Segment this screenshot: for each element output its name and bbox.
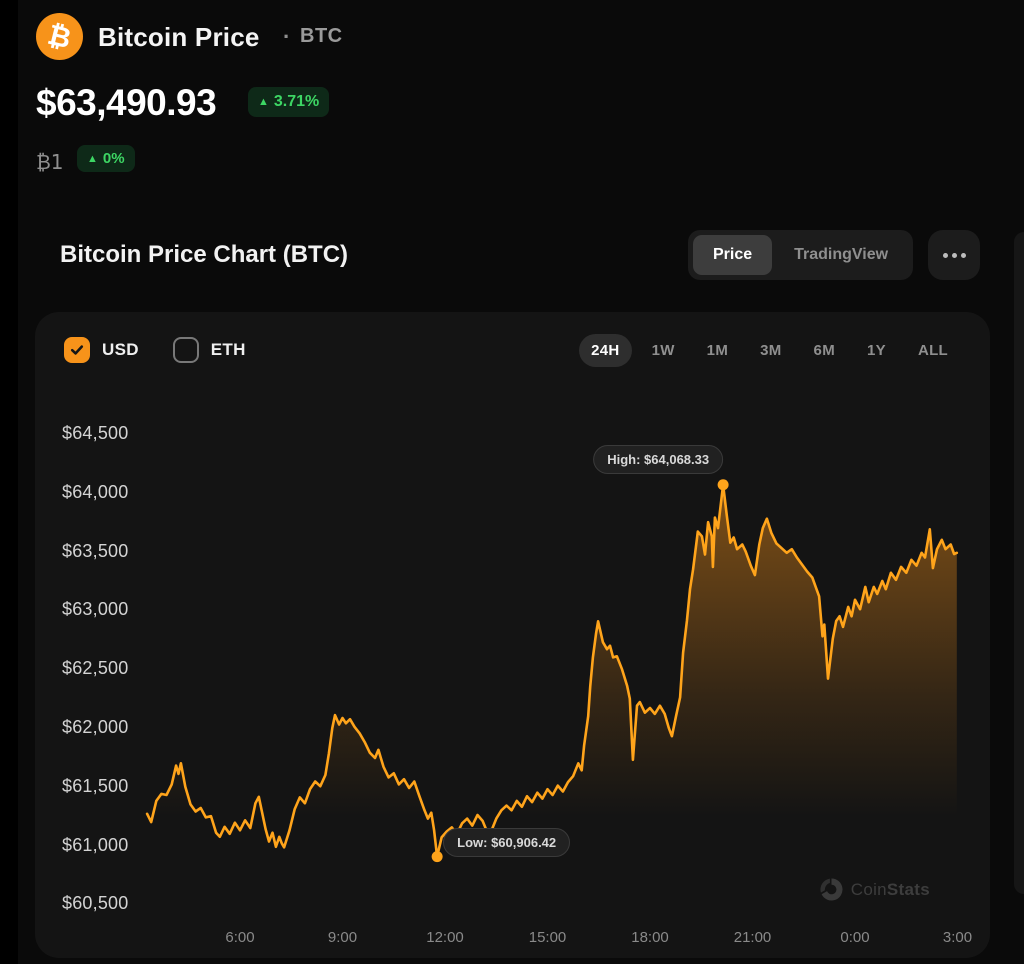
up-triangle-icon: ▲ (258, 96, 269, 108)
range-all[interactable]: ALL (917, 342, 948, 359)
range-6m[interactable]: 6M (813, 342, 835, 359)
bitcoin-logo-icon: ₿ (36, 13, 83, 60)
currency-option-usd[interactable]: USD (64, 337, 139, 363)
price-change-badge: ▲ 3.71% (248, 87, 330, 117)
x-axis-label: 6:00 (225, 929, 255, 946)
btc-unit-change-badge: ▲ 0% (77, 145, 135, 172)
price-change-value: 3.71% (273, 93, 320, 110)
view-toggle-price[interactable]: Price (693, 235, 773, 275)
section-title: Bitcoin Price Chart (BTC) (60, 241, 349, 268)
btc-unit-change-value: 0% (102, 150, 125, 167)
x-axis-label: 21:00 (733, 929, 772, 946)
coinstats-text: CoinStats (850, 879, 930, 899)
y-axis-label: $63,500 (62, 540, 129, 561)
y-axis-label: $63,000 (62, 599, 129, 620)
btc-unit-label: ₿1 (36, 150, 64, 174)
x-axis-label: 12:00 (426, 929, 464, 946)
time-range-selector: 24H 1W 1M 3M 6M 1Y ALL (579, 334, 960, 367)
usd-label: USD (102, 340, 139, 359)
coinstats-logo-icon (820, 878, 843, 901)
range-1w[interactable]: 1W (651, 342, 675, 359)
view-toggle: Price TradingView (688, 230, 914, 280)
y-axis-label: $62,500 (62, 658, 129, 679)
y-axis-label: $64,000 (62, 481, 129, 502)
left-edge-strip (0, 0, 18, 964)
low-point-marker (431, 851, 443, 863)
view-toggle-tradingview[interactable]: TradingView (794, 246, 889, 263)
range-1m[interactable]: 1M (706, 342, 729, 359)
x-axis-label: 15:00 (528, 929, 567, 946)
range-1y[interactable]: 1Y (866, 342, 886, 359)
chart-line (145, 483, 959, 858)
range-3m[interactable]: 3M (760, 342, 782, 359)
currency-option-eth[interactable]: ETH (172, 337, 246, 363)
coin-symbol: BTC (300, 25, 343, 47)
x-axis-label: 3:00 (942, 929, 973, 946)
eth-label: ETH (210, 340, 246, 359)
high-tooltip: High: $64,068.33 (593, 444, 724, 474)
x-axis-label: 9:00 (327, 929, 358, 946)
coin-price: $63,490.93 (36, 82, 217, 123)
y-axis-label: $64,500 (62, 423, 129, 443)
low-tooltip: Low: $60,906.42 (443, 827, 571, 857)
x-axis-label: 0:00 (840, 929, 870, 946)
eth-checkbox[interactable] (172, 337, 199, 363)
currency-options-row: USD ETH (64, 337, 246, 363)
chart-card: USD ETH 24H 1W 1M 3M 6M 1Y ALL $64,500 $6… (35, 312, 990, 958)
up-triangle-icon: ▲ (87, 152, 98, 165)
range-24h[interactable]: 24H (579, 334, 632, 367)
more-options-button[interactable] (928, 230, 980, 280)
coinstats-watermark: CoinStats (820, 878, 930, 901)
x-axis-label: 18:00 (631, 929, 669, 946)
y-axis-label: $62,000 (62, 717, 129, 737)
coin-title: Bitcoin Price (98, 22, 260, 52)
adjacent-card-edge (1014, 232, 1024, 894)
bitcoin-glyph: ₿ (44, 17, 75, 55)
y-axis-label: $61,500 (62, 775, 129, 796)
ellipsis-icon (942, 252, 948, 258)
y-axis-label: $60,500 (62, 893, 129, 914)
checkmark-icon (70, 345, 84, 355)
y-axis-label: $61,000 (62, 834, 129, 855)
title-separator: · (283, 24, 291, 49)
price-area-chart[interactable] (35, 312, 990, 958)
chart-area-fill (147, 484, 957, 912)
usd-checkbox[interactable] (64, 337, 90, 363)
high-point-marker (717, 479, 729, 491)
